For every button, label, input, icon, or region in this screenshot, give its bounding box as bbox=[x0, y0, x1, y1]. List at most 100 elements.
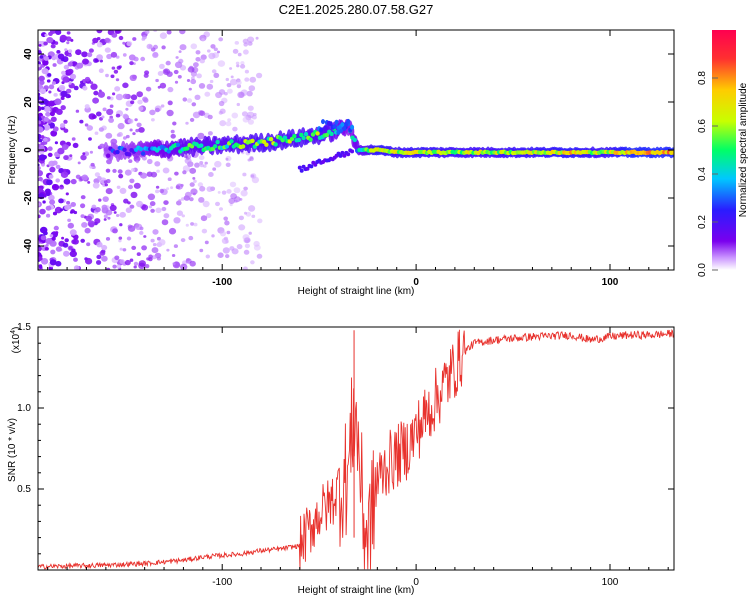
noise-speckle bbox=[186, 258, 190, 262]
noise-speckle bbox=[80, 203, 86, 209]
noise-speckle bbox=[213, 47, 218, 52]
noise-speckle bbox=[166, 71, 173, 77]
noise-speckle bbox=[119, 259, 125, 265]
noise-speckle bbox=[73, 210, 78, 215]
noise-speckle bbox=[174, 61, 183, 69]
noise-speckle bbox=[64, 204, 71, 211]
noise-speckle bbox=[210, 44, 216, 49]
noise-speckle bbox=[38, 264, 43, 268]
noise-speckle bbox=[231, 112, 239, 119]
noise-speckle bbox=[116, 214, 120, 217]
noise-speckle bbox=[189, 182, 195, 187]
snr-line bbox=[38, 329, 674, 570]
noise-speckle bbox=[136, 122, 142, 128]
noise-speckle bbox=[133, 265, 137, 269]
noise-speckle bbox=[56, 108, 63, 115]
noise-speckle bbox=[38, 75, 45, 82]
noise-speckle bbox=[47, 146, 53, 151]
noise-speckle bbox=[229, 67, 233, 70]
y-tick-label: 20 bbox=[23, 96, 34, 108]
noise-speckle bbox=[219, 108, 226, 114]
noise-speckle bbox=[56, 50, 61, 54]
noise-speckle bbox=[97, 176, 102, 181]
noise-speckle bbox=[65, 36, 72, 42]
noise-speckle bbox=[123, 136, 127, 140]
noise-speckle bbox=[115, 93, 123, 101]
noise-speckle bbox=[103, 180, 108, 184]
noise-speckle bbox=[39, 55, 44, 59]
noise-speckle bbox=[189, 197, 194, 202]
noise-speckle bbox=[192, 111, 201, 119]
noise-speckle bbox=[155, 185, 160, 189]
noise-speckle bbox=[170, 129, 175, 134]
ridge-cell bbox=[264, 142, 269, 147]
noise-speckle bbox=[168, 227, 177, 235]
noise-speckle bbox=[225, 121, 232, 127]
noise-speckle bbox=[54, 206, 63, 214]
branch-cell bbox=[342, 126, 347, 131]
noise-speckle bbox=[161, 219, 169, 226]
noise-speckle bbox=[221, 237, 229, 244]
noise-speckle bbox=[54, 98, 62, 105]
noise-speckle bbox=[133, 56, 139, 62]
noise-speckle bbox=[49, 111, 56, 117]
noise-speckle bbox=[97, 91, 105, 98]
noise-speckle bbox=[213, 72, 220, 78]
noise-speckle bbox=[43, 124, 51, 131]
noise-speckle bbox=[204, 91, 211, 97]
noise-speckle bbox=[38, 154, 47, 161]
noise-speckle bbox=[57, 53, 65, 60]
noise-speckle bbox=[73, 85, 79, 91]
noise-speckle bbox=[39, 88, 47, 94]
noise-speckle bbox=[91, 204, 97, 209]
noise-speckle bbox=[190, 222, 195, 226]
noise-speckle bbox=[102, 107, 107, 112]
noise-speckle bbox=[104, 37, 111, 43]
noise-speckle bbox=[217, 50, 220, 54]
noise-speckle bbox=[117, 169, 123, 174]
noise-speckle bbox=[149, 201, 156, 207]
noise-speckle bbox=[145, 86, 152, 92]
noise-speckle bbox=[129, 74, 137, 82]
noise-speckle bbox=[185, 121, 189, 125]
noise-speckle bbox=[193, 62, 199, 68]
ridge-cell bbox=[224, 144, 230, 149]
noise-speckle bbox=[53, 225, 59, 231]
noise-speckle bbox=[75, 109, 80, 113]
noise-speckle bbox=[179, 30, 186, 35]
noise-speckle bbox=[242, 172, 247, 177]
noise-speckle bbox=[148, 44, 153, 49]
noise-speckle bbox=[59, 123, 66, 128]
noise-speckle bbox=[96, 30, 103, 34]
noise-speckle bbox=[150, 238, 155, 243]
noise-speckle bbox=[181, 214, 185, 218]
noise-speckle bbox=[103, 218, 107, 221]
noise-speckle bbox=[180, 263, 188, 270]
noise-speckle bbox=[172, 121, 177, 126]
colorbar-tick-label: 0.6 bbox=[697, 119, 708, 133]
noise-speckle bbox=[161, 206, 167, 212]
noise-speckle bbox=[222, 247, 230, 254]
noise-speckle bbox=[249, 156, 254, 162]
y-tick-label: 0.5 bbox=[17, 484, 31, 495]
ridge-cell bbox=[213, 144, 218, 149]
noise-speckle bbox=[135, 160, 139, 164]
noise-speckle bbox=[115, 55, 120, 59]
noise-speckle bbox=[41, 163, 45, 167]
noise-speckle bbox=[66, 41, 70, 45]
noise-speckle bbox=[117, 122, 125, 130]
noise-speckle bbox=[38, 166, 41, 171]
noise-speckle bbox=[235, 61, 240, 65]
noise-speckle bbox=[206, 186, 213, 193]
noise-speckle bbox=[193, 222, 198, 227]
y-tick-label: 1.0 bbox=[17, 403, 31, 414]
ridge-cell bbox=[199, 143, 204, 148]
noise-speckle bbox=[204, 240, 209, 245]
spectrogram-panel: -100 0 100 -40 -20 0 20 40 Height of straight … bbox=[7, 29, 675, 297]
noise-speckle bbox=[60, 105, 66, 111]
branch-cell bbox=[323, 125, 327, 131]
noise-speckle bbox=[215, 91, 223, 99]
colorbar-label: Normalized spectral amplitude bbox=[738, 82, 749, 217]
noise-speckle bbox=[195, 57, 201, 62]
